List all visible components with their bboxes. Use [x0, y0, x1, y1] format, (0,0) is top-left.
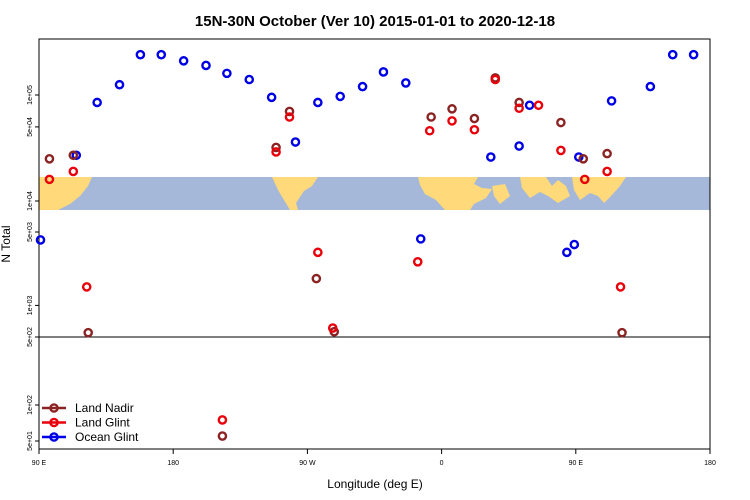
ocean-glint-point	[357, 81, 368, 92]
land-glint-point	[271, 147, 281, 157]
y-tick-label: 1e+02	[27, 395, 34, 415]
y-tick-label: 5e+02	[27, 327, 34, 347]
land-glint-point	[217, 415, 228, 425]
ocean-glint-point	[645, 81, 656, 92]
land-glint-point	[615, 282, 626, 292]
ocean-glint-point	[178, 56, 189, 66]
x-tick-label: 180	[167, 460, 179, 467]
land-nadir-point	[514, 97, 524, 108]
land-nadir-point	[556, 117, 566, 128]
land-glint-point	[284, 112, 295, 122]
land-nadir-point	[44, 154, 55, 164]
ocean-glint-point	[378, 67, 389, 77]
x-tick-label: 0	[440, 460, 444, 467]
land-nadir-point	[602, 148, 612, 159]
land-glint-point	[469, 124, 480, 135]
x-tick-label: 90 E	[569, 460, 584, 467]
legend-label: Land Glint	[75, 416, 130, 430]
land-nadir-point	[469, 113, 480, 124]
land-glint-point	[412, 257, 423, 267]
ocean-glint-point	[415, 234, 426, 244]
ocean-glint-point	[135, 49, 146, 60]
ocean-glint-point	[514, 141, 524, 151]
y-tick-label: 5e+04	[27, 117, 34, 137]
ocean-glint-point	[35, 235, 46, 245]
y-tick-label: 1e+03	[27, 295, 34, 315]
legend-label: Land Nadir	[75, 401, 134, 415]
land-glint-point	[579, 174, 590, 185]
land-glint-point	[68, 166, 79, 177]
x-tick-label: 90 W	[299, 460, 316, 467]
land-nadir-point	[311, 273, 322, 284]
land-nadir-point	[426, 112, 436, 122]
ocean-glint-point	[562, 247, 572, 258]
ocean-glint-point	[606, 96, 617, 106]
ocean-glint-point	[201, 60, 211, 71]
ocean-glint-point	[688, 49, 699, 60]
land-glint-point	[602, 166, 612, 177]
land-nadir-point	[578, 154, 589, 164]
y-tick-label: 5e+01	[27, 431, 34, 451]
ocean-glint-point	[266, 92, 277, 103]
data-points	[35, 49, 699, 441]
ocean-glint-point	[335, 91, 346, 102]
x-tick-label: 180	[704, 460, 716, 467]
land-glint-point	[327, 323, 338, 333]
land-nadir-point	[447, 104, 457, 114]
land-glint-point	[533, 100, 544, 111]
ocean-glint-point	[290, 137, 301, 147]
land-glint-point	[44, 174, 55, 185]
chart-title: 15N-30N October (Ver 10) 2015-01-01 to 2…	[195, 13, 555, 30]
land-glint-point	[424, 125, 435, 136]
ocean-glint-point	[313, 97, 323, 108]
x-axis: 90 E 180 90 W 0 90 E 180	[32, 449, 716, 467]
land-glint-point	[81, 282, 92, 292]
land-glint-point	[313, 247, 323, 258]
land-nadir-point	[68, 150, 79, 161]
land-nadir-point	[217, 431, 228, 441]
ocean-glint-point	[524, 100, 535, 111]
y-axis-label: N Total	[0, 225, 13, 262]
land-nadir-point	[284, 106, 295, 117]
world-map-strip	[39, 177, 710, 210]
y-tick-label: 5e+03	[27, 222, 34, 242]
legend-label: Ocean Glint	[75, 430, 139, 444]
x-tick-label: 90 E	[32, 460, 47, 467]
ocean-glint-point	[92, 97, 102, 108]
ocean-glint-point	[486, 152, 496, 162]
y-axis: 1e+05 5e+04 1e+04 5e+03 1e+03 5e+02 1e+02 5e+01	[27, 85, 39, 451]
ocean-glint-point	[222, 68, 232, 79]
ocean-glint-point	[114, 79, 125, 90]
land-nadir-point	[83, 327, 94, 338]
land-glint-point	[556, 145, 566, 156]
y-tick-label: 1e+05	[27, 85, 34, 105]
land-nadir-point	[271, 142, 281, 153]
legend-swatch-marker	[49, 417, 59, 428]
x-axis-label: Longitude (deg E)	[327, 477, 422, 491]
plot-frame	[38, 38, 711, 450]
ocean-glint-point	[244, 74, 255, 85]
land-glint-point	[514, 103, 524, 114]
ocean-glint-point	[401, 78, 411, 88]
ocean-glint-point	[573, 152, 584, 162]
land-nadir-point	[617, 327, 627, 338]
ocean-glint-point	[667, 49, 678, 60]
ocean-glint-point	[569, 239, 580, 250]
y-tick-label: 1e+04	[27, 191, 34, 211]
land-glint-point	[490, 74, 501, 85]
land-glint-point	[447, 116, 457, 126]
legend-swatch-marker	[49, 432, 59, 442]
ocean-glint-point	[156, 49, 167, 60]
legend-swatch-marker	[49, 403, 59, 413]
